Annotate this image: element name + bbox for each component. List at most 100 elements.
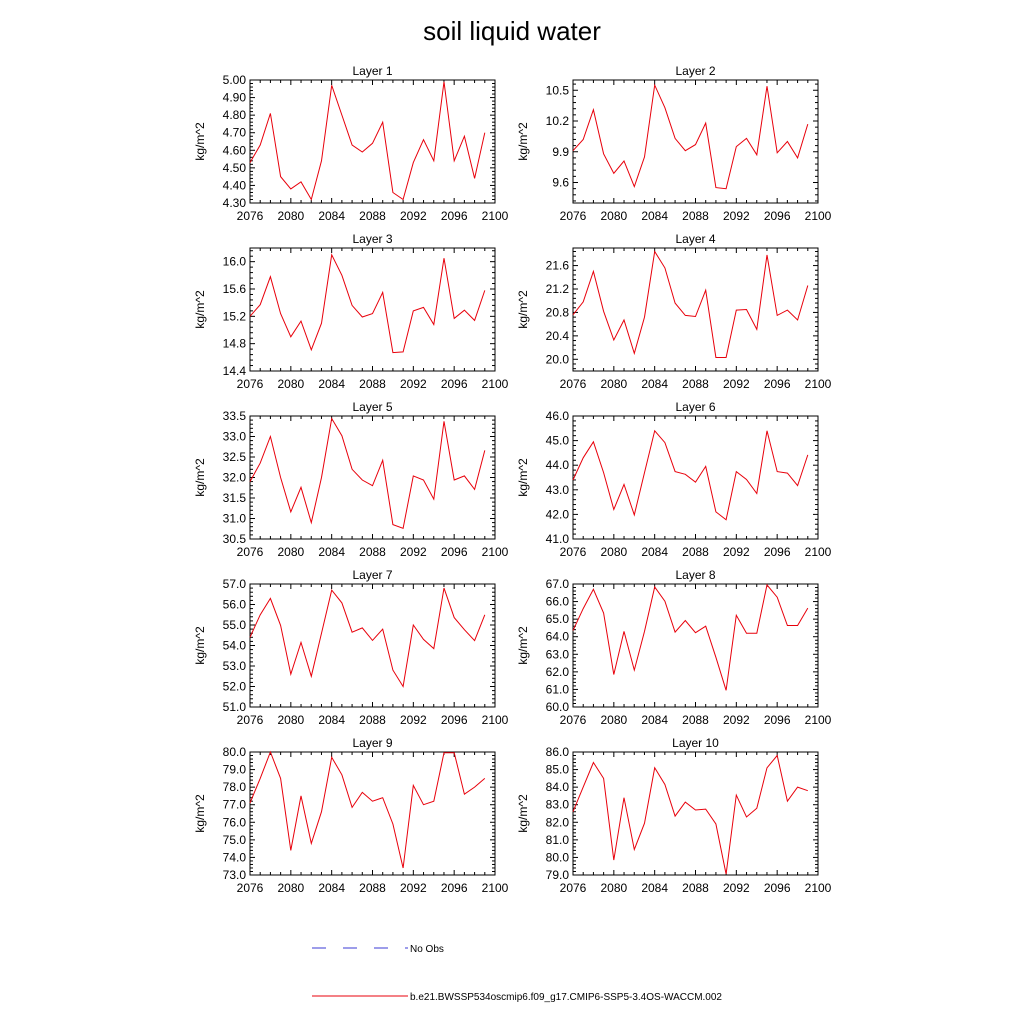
x-tick-label: 2092: [723, 209, 750, 223]
panel-title: Layer 10: [672, 736, 719, 750]
x-tick-label: 2092: [723, 545, 750, 559]
x-tick-label: 2092: [723, 881, 750, 895]
x-tick-label: 2100: [805, 377, 832, 391]
x-tick-label: 2088: [682, 713, 709, 727]
x-tick-label: 2100: [805, 209, 832, 223]
y-tick-label: 10.2: [546, 114, 570, 128]
chart-panel: Layer 8 2076 2080 2084 2088 2092 2096 2100 60.0 6…: [516, 568, 832, 727]
x-tick-label: 2100: [482, 713, 509, 727]
y-tick-label: 44.0: [546, 458, 570, 472]
y-axis-label: kg/m^2: [193, 626, 207, 665]
x-tick-label: 2084: [318, 209, 345, 223]
y-tick-label: 20.0: [546, 352, 570, 366]
y-tick-label: 9.9: [552, 145, 569, 159]
legend-model-label: b.e21.BWSSP534oscmip6.f09_g17.CMIP6-SSP5…: [410, 992, 722, 1003]
x-tick-label: 2096: [764, 881, 791, 895]
x-tick-label: 2092: [400, 545, 427, 559]
y-tick-label: 60.0: [546, 700, 570, 714]
series-line: [572, 583, 809, 691]
y-tick-label: 84.0: [546, 780, 570, 794]
y-tick-label: 67.0: [546, 577, 570, 591]
y-tick-label: 4.80: [223, 108, 247, 122]
y-tick-label: 80.0: [546, 850, 570, 864]
x-tick-label: 2096: [764, 545, 791, 559]
x-tick-label: 2088: [359, 713, 386, 727]
series-line: [249, 750, 486, 869]
y-tick-label: 83.0: [546, 798, 570, 812]
plot-frame: [572, 583, 819, 708]
x-tick-label: 2084: [318, 713, 345, 727]
y-tick-label: 62.0: [546, 665, 570, 679]
chart-panel: Layer 5 2076 2080 2084 2088 2092 2096 2100 30.5 3…: [193, 400, 509, 559]
chart-panel: Layer 2 2076 2080 2084 2088 2092 2096 2100 9.6 9.…: [516, 64, 832, 223]
x-tick-label: 2076: [237, 377, 264, 391]
x-tick-label: 2096: [441, 545, 468, 559]
y-tick-label: 51.0: [223, 700, 247, 714]
y-tick-label: 78.0: [223, 780, 247, 794]
x-tick-label: 2100: [482, 881, 509, 895]
y-tick-label: 21.6: [546, 259, 570, 273]
series-line: [249, 587, 486, 688]
y-tick-label: 33.0: [223, 430, 247, 444]
x-tick-label: 2080: [277, 881, 304, 895]
panel-title: Layer 2: [675, 64, 715, 78]
x-tick-label: 2084: [641, 713, 668, 727]
plot-frame: [249, 415, 496, 540]
x-tick-label: 2088: [682, 881, 709, 895]
x-tick-label: 2096: [441, 377, 468, 391]
plot-frame: [572, 79, 819, 204]
panel-title: Layer 1: [352, 64, 392, 78]
y-tick-label: 57.0: [223, 577, 247, 591]
y-axis-label: kg/m^2: [516, 122, 530, 161]
x-tick-label: 2080: [600, 881, 627, 895]
y-axis-label: kg/m^2: [516, 794, 530, 833]
x-tick-label: 2096: [441, 209, 468, 223]
x-tick-label: 2088: [359, 377, 386, 391]
panel-title: Layer 5: [352, 400, 392, 414]
x-tick-label: 2092: [400, 881, 427, 895]
x-tick-label: 2080: [600, 545, 627, 559]
x-tick-label: 2084: [641, 881, 668, 895]
y-tick-label: 4.60: [223, 143, 247, 157]
plot-frame: [572, 751, 819, 876]
y-tick-label: 53.0: [223, 659, 247, 673]
x-tick-label: 2080: [600, 209, 627, 223]
y-tick-label: 4.30: [223, 196, 247, 210]
x-tick-label: 2080: [277, 713, 304, 727]
y-tick-label: 31.0: [223, 512, 247, 526]
y-tick-label: 65.0: [546, 612, 570, 626]
y-tick-label: 76.0: [223, 815, 247, 829]
series-line: [572, 429, 809, 521]
x-tick-label: 2084: [641, 209, 668, 223]
y-tick-label: 32.5: [223, 450, 247, 464]
y-tick-label: 20.4: [546, 329, 570, 343]
x-tick-label: 2080: [600, 713, 627, 727]
figure-title: soil liquid water: [423, 16, 601, 46]
x-tick-label: 2092: [400, 713, 427, 727]
y-tick-label: 4.90: [223, 91, 247, 105]
y-tick-label: 10.5: [546, 83, 570, 97]
y-tick-label: 52.0: [223, 680, 247, 694]
y-tick-label: 56.0: [223, 598, 247, 612]
series-line: [249, 417, 486, 529]
x-tick-label: 2096: [441, 881, 468, 895]
y-tick-label: 54.0: [223, 639, 247, 653]
panels-grid: Layer 1 2076 2080 2084 2088 2092 2096 2100 4.30 4…: [193, 64, 832, 895]
x-tick-label: 2092: [400, 209, 427, 223]
y-tick-label: 15.2: [223, 309, 247, 323]
y-tick-label: 66.0: [546, 595, 570, 609]
x-tick-label: 2076: [560, 209, 587, 223]
y-axis-label: kg/m^2: [193, 290, 207, 329]
y-tick-label: 43.0: [546, 483, 570, 497]
y-tick-label: 4.50: [223, 161, 247, 175]
y-axis-label: kg/m^2: [516, 290, 530, 329]
y-tick-label: 85.0: [546, 763, 570, 777]
y-tick-label: 14.8: [223, 337, 247, 351]
y-tick-label: 33.5: [223, 409, 247, 423]
x-tick-label: 2080: [600, 377, 627, 391]
panel-title: Layer 8: [675, 568, 715, 582]
chart-panel: Layer 4 2076 2080 2084 2088 2092 2096 2100 20.0 2…: [516, 232, 832, 391]
panel-title: Layer 7: [352, 568, 392, 582]
chart-panel: Layer 9 2076 2080 2084 2088 2092 2096 2100 73.0 7…: [193, 736, 509, 895]
